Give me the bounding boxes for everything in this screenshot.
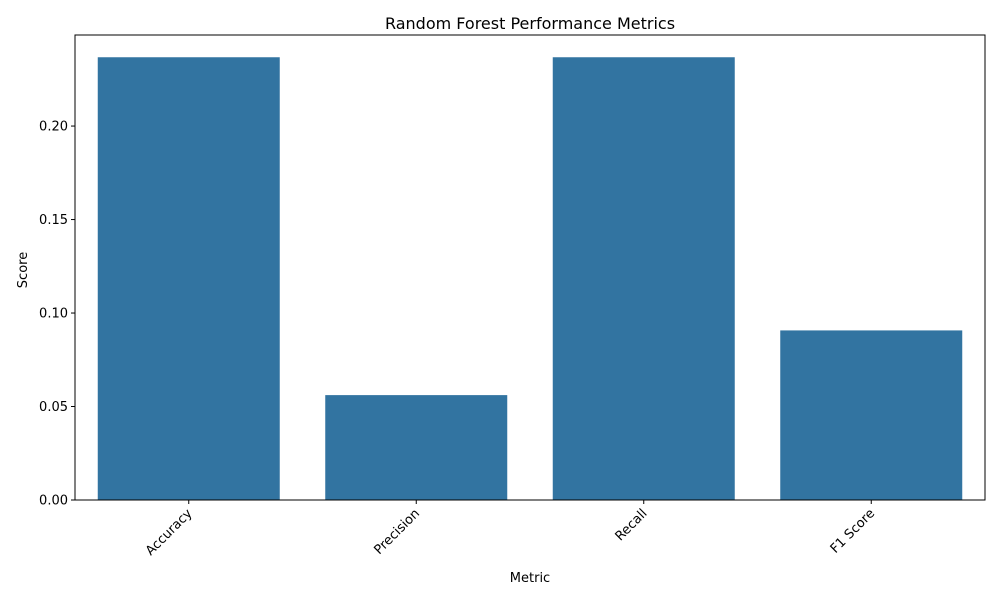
bar-recall [552,57,735,501]
bar-f1-score [780,330,963,500]
bar-precision [325,395,508,500]
y-tick-label: 0.10 [39,307,68,322]
y-tick-label: 0.00 [39,494,68,509]
plot-frame [74,34,986,501]
bar-accuracy [97,57,280,501]
y-tick-label: 0.20 [39,120,68,135]
bars-group [97,57,963,501]
y-tick-label: 0.05 [39,400,68,415]
chart-title: Random Forest Performance Metrics [385,14,675,33]
y-tick-label: 0.15 [39,213,68,228]
x-axis-label: Metric [510,571,550,586]
y-axis-ticks: 0.00 0.05 0.10 0.15 0.20 [39,120,75,509]
y-axis-label: Score [16,252,31,288]
